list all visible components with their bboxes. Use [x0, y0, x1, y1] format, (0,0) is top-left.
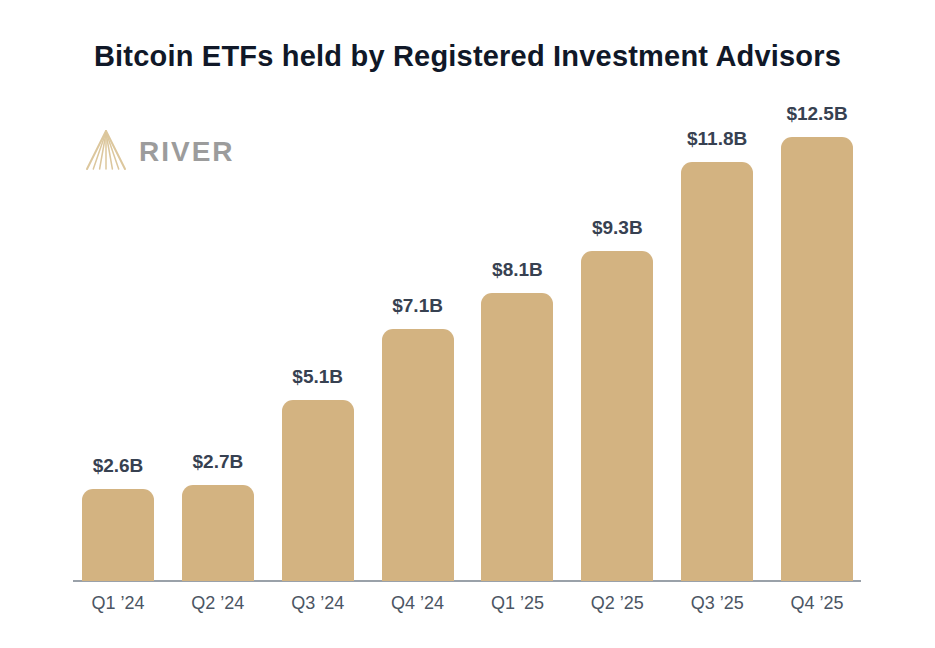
chart-canvas: Bitcoin ETFs held by Registered Investme…: [0, 0, 935, 648]
bar-value-label-q3-25: $11.8B: [657, 127, 777, 151]
bar-q3-25: [681, 162, 753, 581]
bar-q4-25: [781, 137, 853, 581]
bar-q3-24: [282, 400, 354, 581]
bar-value-label-q4-24: $7.1B: [358, 294, 478, 318]
x-tick-label-q4-25: Q4 ’25: [757, 592, 877, 614]
bar-value-label-q1-25: $8.1B: [457, 258, 577, 282]
bar-q2-25: [581, 251, 653, 581]
bar-q4-24: [382, 329, 454, 581]
bar-q1-25: [481, 293, 553, 581]
bar-value-label-q4-25: $12.5B: [757, 102, 877, 126]
bar-value-label-q2-25: $9.3B: [557, 216, 677, 240]
bar-value-label-q2-24: $2.7B: [158, 450, 278, 474]
bar-chart-plot-area: $2.6BQ1 ’24$2.7BQ2 ’24$5.1BQ3 ’24$7.1BQ4…: [0, 0, 935, 648]
bar-q2-24: [182, 485, 254, 581]
bar-q1-24: [82, 489, 154, 581]
bar-value-label-q3-24: $5.1B: [258, 365, 378, 389]
